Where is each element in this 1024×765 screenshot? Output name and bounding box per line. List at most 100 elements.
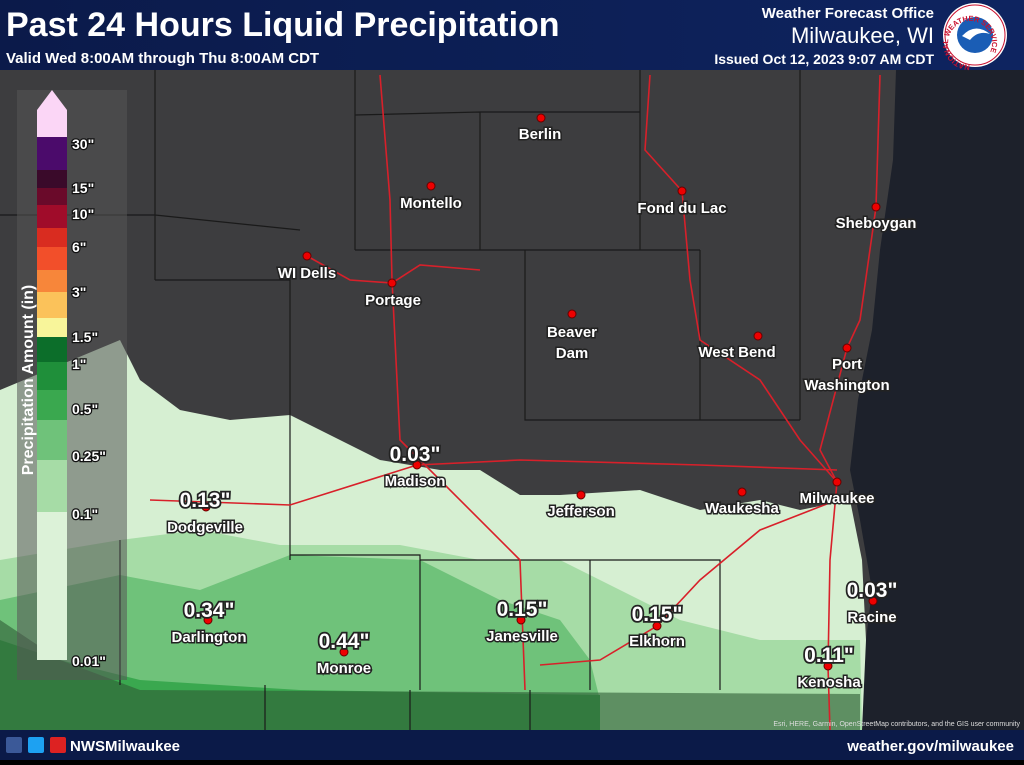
legend-colorbar <box>37 90 67 660</box>
city-marker <box>201 502 211 512</box>
legend-swatch <box>37 170 67 188</box>
legend-label: 6" <box>72 239 86 255</box>
precip-zone-heavy <box>0 555 600 700</box>
website[interactable]: weather.gov/milwaukee <box>846 738 1014 755</box>
city-marker <box>753 331 763 341</box>
city-label: Darlington <box>172 629 247 646</box>
city-marker <box>516 615 526 625</box>
city-marker <box>536 113 546 123</box>
city-label: West Bend <box>698 344 775 361</box>
legend-swatch <box>37 247 67 270</box>
city-marker <box>868 596 878 606</box>
issued: Issued Oct 12, 2023 9:07 AM CDT <box>714 51 934 67</box>
city-marker <box>339 647 349 657</box>
legend-label: 1.5" <box>72 329 98 345</box>
precip-amount: 0.11" <box>804 644 854 667</box>
city-marker <box>842 343 852 353</box>
city-marker <box>823 661 833 671</box>
legend-swatch <box>37 270 67 292</box>
cities: Berlin Montello Fond du Lac Sheboygan WI Del… <box>166 113 918 693</box>
legend-label: 30" <box>72 136 94 152</box>
office: Weather Forecast Office <box>762 5 934 22</box>
legend-swatch <box>37 318 67 337</box>
city-marker <box>576 490 586 500</box>
city-marker <box>387 278 397 288</box>
legend-swatch <box>37 512 67 660</box>
legend-label: 10" <box>72 206 94 222</box>
legend-label: 1" <box>72 356 86 372</box>
legend-swatch <box>37 337 67 362</box>
city-marker <box>677 186 687 196</box>
city-marker <box>426 181 436 191</box>
city-marker <box>652 621 662 631</box>
legend-swatch <box>37 292 67 318</box>
city-marker <box>412 460 422 470</box>
city-label: Dodgeville <box>167 519 243 536</box>
legend-swatch <box>37 188 67 205</box>
city-label: Waukesha <box>705 500 779 517</box>
legend-label: 0.01" <box>72 653 106 669</box>
title: Past 24 Hours Liquid Precipitation <box>6 6 560 44</box>
header-bar <box>0 0 1024 70</box>
city-label: Madison <box>385 473 446 490</box>
facebook-icon[interactable] <box>6 737 22 753</box>
youtube-icon[interactable] <box>50 737 66 753</box>
city-marker <box>203 615 213 625</box>
city-marker <box>302 251 312 261</box>
city-label: Monroe <box>317 660 371 677</box>
city-label: Fond du Lac <box>637 200 726 217</box>
precip-amount: 0.44" <box>319 630 370 653</box>
legend-swatch <box>37 228 67 247</box>
legend-swatch <box>37 362 67 390</box>
twitter-icon[interactable] <box>28 737 44 753</box>
precip-amount: 0.03" <box>390 443 441 466</box>
illinois-shade <box>0 620 860 730</box>
legend-title: Precipitation Amount (in) <box>20 285 37 476</box>
legend-swatch <box>37 420 67 460</box>
subtitle: Valid Wed 8:00AM through Thu 8:00AM CDT <box>6 50 319 67</box>
legend-label: 0.1" <box>72 506 98 522</box>
city-label: Sheboygan <box>836 215 917 232</box>
city-label: Portage <box>365 292 421 309</box>
legend-swatch <box>37 110 67 137</box>
legend-label: 3" <box>72 284 86 300</box>
footer-bar <box>0 730 1024 760</box>
city-marker <box>567 309 577 319</box>
city-label: Washington <box>804 377 889 394</box>
city-label: Jefferson <box>547 503 615 520</box>
lake-michigan <box>850 70 1024 730</box>
city-label: Berlin <box>519 126 562 143</box>
city-label: Kenosha <box>797 674 861 691</box>
legend-swatch <box>37 137 67 170</box>
social-handle[interactable]: NWSMilwaukee <box>70 738 180 755</box>
city-label: Elkhorn <box>629 633 685 650</box>
city-label: Janesville <box>486 628 558 645</box>
city-label: Dam <box>556 345 589 362</box>
legend-box <box>17 90 127 680</box>
city-label: WI Dells <box>278 265 336 282</box>
city-marker <box>737 487 747 497</box>
precip-amount: 0.03" <box>847 579 898 602</box>
city-marker <box>832 477 842 487</box>
city-label: Racine <box>847 609 896 626</box>
city-label: Port <box>832 356 862 373</box>
attribution: Esri, HERE, Garmin, OpenStreetMap contri… <box>773 721 1020 728</box>
city-label: Montello <box>400 195 462 212</box>
city-label: Milwaukee <box>799 490 874 507</box>
precip-amount: 0.15" <box>497 598 548 621</box>
legend-label: 0.25" <box>72 448 106 464</box>
legend-label: 0.5" <box>72 401 98 417</box>
precip-amount: 0.13" <box>180 489 231 512</box>
precip-amount: 0.15" <box>632 603 683 626</box>
location: Milwaukee, WI <box>791 23 934 48</box>
precip-amount: 0.34" <box>184 599 235 622</box>
city-label: Beaver <box>547 324 597 341</box>
legend-arrow <box>37 90 67 110</box>
legend-swatch <box>37 390 67 420</box>
nws-logo: NATIONAL WEATHER SERVICE <box>941 3 1007 72</box>
legend-swatch <box>37 205 67 228</box>
legend-label: 15" <box>72 180 94 196</box>
city-marker <box>871 202 881 212</box>
